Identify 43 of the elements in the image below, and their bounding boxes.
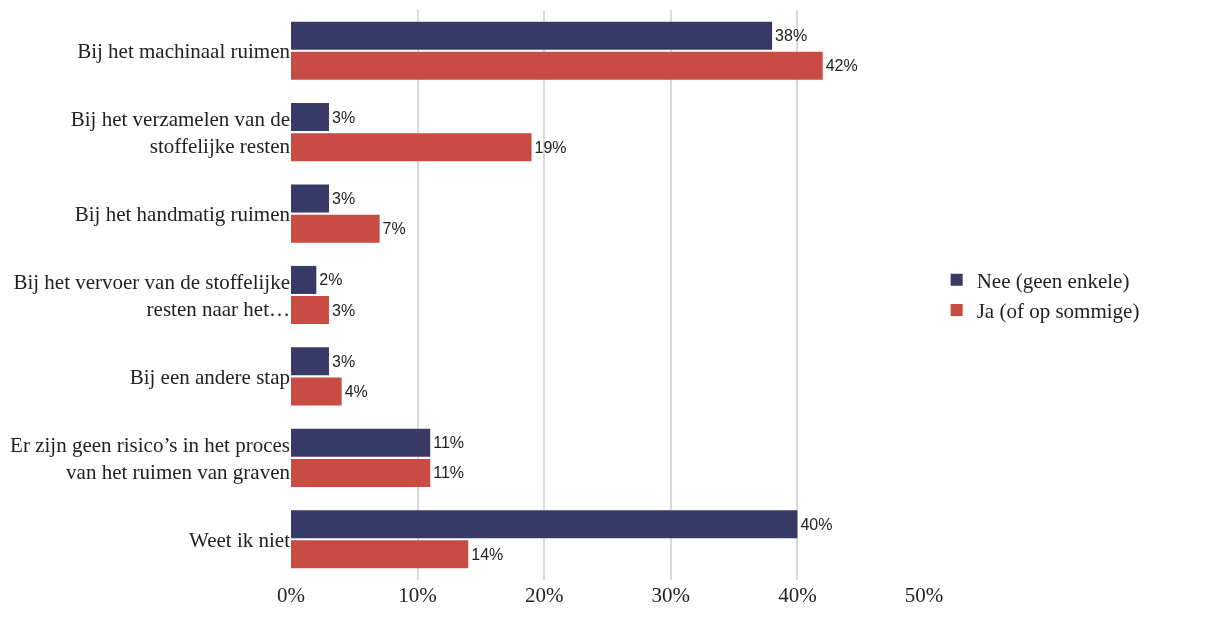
data-label: 4% [344,382,368,400]
legend-label: Nee (geen enkele) [976,268,1130,293]
data-label: 7% [382,220,406,238]
y-tick-label: Er zijn geen risico’s in het proces van het ruimen van graven [10,432,291,484]
x-tick-label: 10% [398,583,437,607]
bar [291,510,798,539]
y-tick-label: Bij het verzamelen van de stoffelijke resten [70,106,291,159]
data-label: 11% [433,464,465,482]
bar [291,214,380,243]
data-label: 42% [825,57,858,75]
bar [291,184,329,213]
bar [291,458,431,487]
x-tick-label: 0% [277,583,305,607]
bar [291,347,329,376]
data-label: 11% [433,434,465,452]
bar [291,540,469,569]
data-label: 3% [331,108,356,126]
data-label: 19% [534,138,567,156]
bar [291,265,317,294]
data-label: 2% [319,271,343,289]
data-label: 40% [800,515,833,533]
y-tick-label: Bij het vervoer van de stoffelijke resten naar het… [13,269,290,321]
bar [291,21,773,50]
bar [291,428,431,457]
x-tick-label: 50% [904,583,944,607]
x-tick-label: 40% [778,583,817,607]
bar [291,103,329,132]
y-tick-label: Bij het machinaal ruimen [77,39,291,64]
y-tick-label: Bij een andere stap [129,364,290,389]
data-label: 3% [331,352,356,370]
x-tick-label: 20% [524,583,564,607]
data-label: 38% [775,27,808,45]
legend-label: Ja (of op sommige) [976,299,1140,324]
data-label: 3% [331,190,356,208]
data-label: 14% [471,545,504,563]
x-tick-label: 30% [651,583,691,607]
data-label: 3% [331,301,356,319]
bar [291,51,823,80]
bar [291,377,342,406]
y-tick-label: Bij het handmatig ruimen [74,201,291,226]
y-tick-label: Weet ik niet [189,527,291,552]
bar [291,133,532,162]
bar [291,296,329,325]
